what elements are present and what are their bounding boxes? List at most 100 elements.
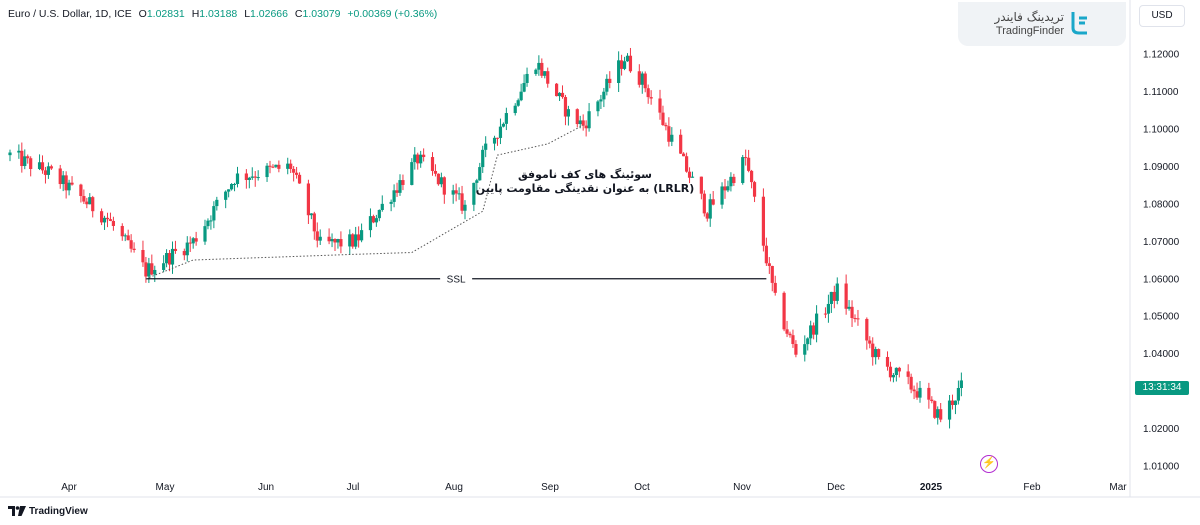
high-label: H (191, 8, 200, 20)
candle-body (599, 99, 603, 102)
candle-body (708, 199, 712, 219)
x-tick-label: Jun (258, 482, 274, 493)
candle-body (939, 409, 943, 420)
candle-body (516, 100, 520, 106)
candle-body (374, 218, 378, 223)
candle-body (481, 149, 485, 168)
candle-body (29, 158, 33, 169)
candle-body (433, 170, 438, 174)
candle-body (348, 234, 352, 247)
x-tick-label: Mar (1109, 482, 1127, 493)
x-tick-label: May (156, 482, 175, 493)
candle-body (947, 400, 952, 420)
candle-body (752, 182, 757, 197)
footer-brand-text: TradingView (29, 506, 88, 517)
candle-body (950, 400, 955, 406)
candle-body (918, 387, 922, 398)
tradingview-brand[interactable]: TradingView (8, 506, 88, 517)
candle-body (891, 374, 896, 378)
candle-body (617, 60, 621, 83)
candle-body (108, 219, 113, 221)
candle-body (164, 253, 169, 264)
candle-body (732, 176, 736, 184)
y-tick-label: 1.10000 (1143, 124, 1180, 135)
candle-body (705, 213, 709, 219)
candle-body (584, 125, 588, 129)
candle-body (292, 168, 296, 173)
candle-body (936, 409, 940, 418)
candle-body (484, 143, 488, 150)
candle-body (153, 269, 157, 275)
candle-body (871, 343, 875, 358)
close-value: 1.03079 (302, 8, 341, 20)
candle-body (224, 191, 228, 200)
candle-body (809, 325, 813, 339)
x-tick-label: Nov (733, 482, 751, 493)
candle-body (764, 245, 768, 264)
candle-body (664, 125, 668, 127)
tradingview-logo-icon (8, 506, 26, 517)
candle-body (91, 197, 95, 212)
candle-body (492, 137, 497, 144)
candle-body (856, 318, 860, 320)
candle-body (413, 154, 417, 163)
x-tick-label: Feb (1023, 482, 1041, 493)
candle-body (380, 203, 384, 210)
y-tick-label: 1.08000 (1143, 199, 1180, 210)
lightning-icon[interactable]: ⚡ (980, 455, 998, 473)
candle-body (687, 171, 692, 178)
logo-english-text: TradingFinder (995, 25, 1064, 37)
annotation-line-2: به عنوان نقدینگی مقاومت پایین (LRLR) (475, 182, 695, 195)
candle-body (605, 78, 609, 92)
candle-body (46, 166, 51, 175)
candle-body (575, 109, 579, 125)
candle-body (501, 123, 506, 127)
candle-body (132, 248, 136, 250)
candle-body (711, 199, 715, 205)
candle-body (206, 220, 210, 227)
candle-body (495, 137, 500, 139)
candle-body (874, 349, 878, 358)
symbol-header: Euro / U.S. Dollar, 1D, ICE O1.02831 H1.… (8, 8, 437, 20)
candle-body (699, 176, 703, 194)
candle-body (720, 186, 724, 205)
candle-body (667, 126, 671, 142)
candle-body (277, 164, 281, 169)
candle-body (215, 199, 219, 207)
candle-body (956, 388, 961, 401)
candle-body (628, 55, 633, 72)
candle-body (209, 220, 213, 222)
candle-body (318, 236, 322, 241)
candle-body (167, 253, 172, 265)
candle-body (289, 163, 293, 169)
candle-body (475, 180, 479, 183)
candle-body (185, 242, 189, 256)
currency-button[interactable]: USD (1139, 5, 1185, 27)
candle-body (785, 329, 789, 334)
candle-body (23, 156, 27, 167)
candle-body (141, 249, 145, 263)
candle-body (274, 164, 278, 167)
candle-body (915, 391, 919, 398)
candle-body (8, 152, 12, 156)
candle-body (144, 262, 148, 277)
candle-body (339, 239, 343, 247)
candle-body (927, 387, 931, 400)
y-tick-label: 1.05000 (1143, 312, 1180, 323)
candle-body (637, 71, 641, 85)
candle-body (430, 157, 435, 171)
candle-body (679, 134, 683, 154)
candle-body (416, 154, 420, 164)
candle-body (229, 184, 234, 190)
candle-body (265, 165, 269, 178)
candle-body (235, 173, 240, 184)
candle-body (747, 157, 751, 171)
candle-body (581, 120, 585, 126)
candle-body (312, 213, 316, 232)
candle-body (608, 78, 612, 83)
swing-lows-dotted-line[interactable] (145, 124, 584, 280)
annotation-text: سوئینگ های کف ناموفق به عنوان نقدینگی مق… (470, 168, 700, 196)
candle-body (26, 156, 30, 159)
candle-body (398, 180, 402, 193)
